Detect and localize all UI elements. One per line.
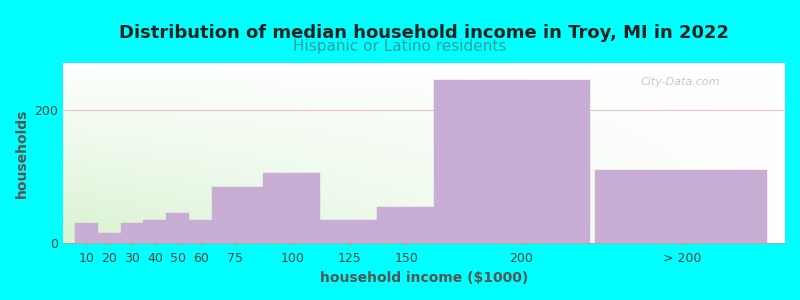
Bar	[262, 173, 320, 243]
Bar	[166, 213, 190, 243]
Text: Hispanic or Latino residents: Hispanic or Latino residents	[294, 39, 506, 54]
Bar	[595, 170, 766, 243]
Bar	[143, 220, 166, 243]
Y-axis label: households: households	[15, 109, 29, 198]
X-axis label: household income ($1000): household income ($1000)	[320, 271, 528, 285]
Bar	[377, 207, 434, 243]
Bar	[121, 224, 143, 243]
Title: Distribution of median household income in Troy, MI in 2022: Distribution of median household income …	[119, 24, 729, 42]
Bar	[434, 80, 590, 243]
Bar	[190, 220, 212, 243]
Bar	[74, 224, 98, 243]
Bar	[320, 220, 377, 243]
Bar	[212, 187, 262, 243]
Bar	[98, 233, 121, 243]
Text: City-Data.com: City-Data.com	[641, 77, 720, 87]
